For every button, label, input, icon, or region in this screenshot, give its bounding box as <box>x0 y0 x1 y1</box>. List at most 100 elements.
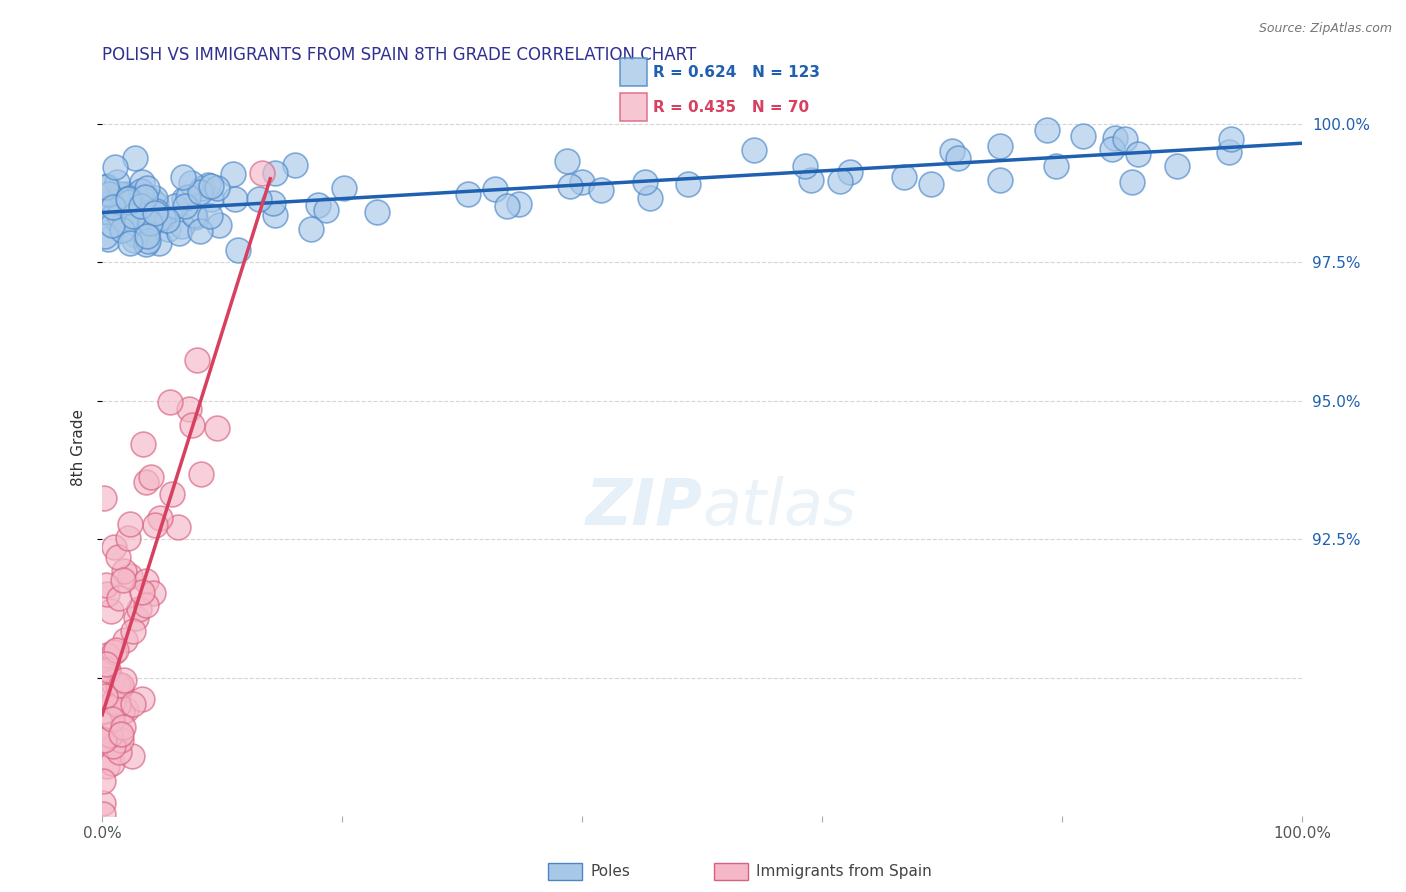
Point <box>117 192 139 206</box>
Point <box>118 221 141 235</box>
Point <box>145 196 167 211</box>
Point <box>114 212 136 227</box>
Point <box>946 151 969 165</box>
Point <box>122 233 145 247</box>
Point <box>250 166 273 180</box>
Point <box>117 531 139 545</box>
Point <box>93 796 115 810</box>
Point <box>205 181 228 195</box>
Point <box>457 186 479 201</box>
Point <box>125 227 148 242</box>
Point <box>139 215 162 229</box>
Point <box>93 491 115 505</box>
Point <box>315 202 337 217</box>
Point <box>136 221 159 235</box>
Point <box>101 218 124 232</box>
Point <box>105 643 128 657</box>
Point <box>205 421 228 435</box>
Point <box>103 645 125 659</box>
Point <box>112 564 135 578</box>
Point <box>742 143 765 157</box>
Point <box>107 549 129 564</box>
Point <box>110 728 132 742</box>
Point <box>101 200 124 214</box>
Point <box>101 756 124 771</box>
Point <box>136 181 159 195</box>
Point <box>188 224 211 238</box>
Point <box>138 209 160 223</box>
Point <box>96 648 118 663</box>
Point <box>634 175 657 189</box>
Point <box>188 186 211 200</box>
Point <box>93 201 115 215</box>
Point <box>103 696 125 710</box>
Text: Poles: Poles <box>591 864 630 879</box>
Point <box>94 180 117 194</box>
Text: POLISH VS IMMIGRANTS FROM SPAIN 8TH GRADE CORRELATION CHART: POLISH VS IMMIGRANTS FROM SPAIN 8TH GRAD… <box>103 46 696 64</box>
Point <box>114 632 136 647</box>
Point <box>1036 123 1059 137</box>
Point <box>122 698 145 712</box>
Point <box>893 170 915 185</box>
Point <box>1219 132 1241 146</box>
Point <box>157 222 180 236</box>
Point <box>190 467 212 481</box>
Point <box>139 470 162 484</box>
Point <box>145 206 167 220</box>
Point <box>484 182 506 196</box>
Point <box>114 673 136 687</box>
Point <box>800 172 823 186</box>
Point <box>496 199 519 213</box>
Point <box>131 585 153 599</box>
Text: Immigrants from Spain: Immigrants from Spain <box>756 864 932 879</box>
Point <box>93 704 115 718</box>
Point <box>98 186 121 201</box>
Point <box>93 773 115 788</box>
Point <box>247 192 270 206</box>
Point <box>143 517 166 532</box>
Point <box>93 228 115 243</box>
Point <box>920 177 942 191</box>
Point <box>98 728 121 742</box>
Point <box>136 234 159 248</box>
Point <box>560 178 582 193</box>
Point <box>200 192 222 206</box>
Point <box>94 657 117 672</box>
Point <box>93 684 115 698</box>
Point <box>121 209 143 223</box>
Point <box>135 236 157 251</box>
Point <box>110 223 132 237</box>
Point <box>141 194 163 208</box>
Point <box>200 179 222 194</box>
Text: R = 0.624   N = 123: R = 0.624 N = 123 <box>652 64 820 79</box>
Point <box>166 520 188 534</box>
Text: ZIP: ZIP <box>585 475 702 538</box>
Point <box>197 178 219 192</box>
Point <box>101 739 124 754</box>
Point <box>142 586 165 600</box>
Point <box>135 227 157 242</box>
Point <box>104 160 127 174</box>
Point <box>180 176 202 190</box>
Point <box>332 181 354 195</box>
Point <box>124 151 146 165</box>
Point <box>135 229 157 244</box>
Point <box>264 208 287 222</box>
Point <box>107 591 129 606</box>
Point <box>129 185 152 199</box>
Point <box>115 703 138 717</box>
Point <box>508 197 530 211</box>
Point <box>100 604 122 618</box>
Text: atlas: atlas <box>702 475 856 538</box>
Point <box>830 174 852 188</box>
Point <box>988 173 1011 187</box>
Point <box>191 180 214 194</box>
Point <box>174 199 197 213</box>
Point <box>110 186 132 201</box>
Point <box>107 698 129 712</box>
Point <box>139 216 162 230</box>
Point <box>299 222 322 236</box>
Point <box>183 208 205 222</box>
Point <box>132 202 155 217</box>
Point <box>156 213 179 227</box>
